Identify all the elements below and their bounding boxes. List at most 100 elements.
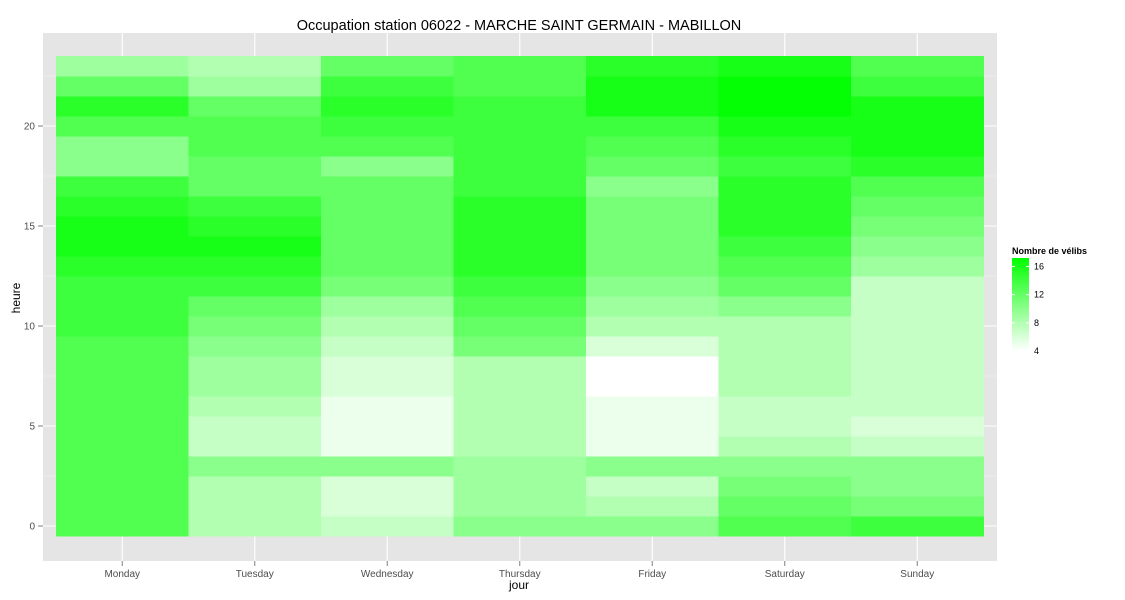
heatmap-cell	[321, 96, 454, 117]
heatmap-cell	[453, 356, 587, 377]
heatmap-cell	[586, 76, 719, 97]
heatmap-cell	[453, 56, 587, 77]
x-tick-label: Wednesday	[361, 569, 414, 580]
heatmap-cell	[321, 116, 454, 137]
x-tick-label: Saturday	[765, 569, 805, 580]
heatmap-cell	[188, 396, 322, 417]
heatmap-cell	[321, 416, 454, 437]
x-tick-label: Tuesday	[236, 569, 274, 580]
heatmap-cell	[188, 376, 322, 397]
heatmap-cell	[718, 396, 852, 417]
y-tick-label: 5	[29, 422, 35, 433]
heatmap-cell	[188, 296, 322, 317]
heatmap-cell	[851, 316, 984, 337]
heatmap-cell	[586, 416, 719, 437]
heatmap-cell	[718, 236, 852, 257]
heatmap-cell	[453, 476, 587, 497]
heatmap-cell	[586, 396, 719, 417]
heatmap-cell	[188, 496, 322, 517]
y-tick-label: 0	[29, 522, 35, 533]
heatmap-cell	[56, 436, 189, 457]
heatmap-cell	[188, 96, 322, 117]
heatmap-cell	[56, 116, 189, 137]
heatmap-cell	[453, 196, 587, 217]
heatmap-cell	[321, 176, 454, 197]
heatmap-cell	[188, 216, 322, 237]
heatmap-cell	[453, 296, 587, 317]
heatmap-cell	[321, 396, 454, 417]
heatmap-cell	[453, 456, 587, 477]
heatmap-cell	[56, 316, 189, 337]
heatmap-cell	[188, 416, 322, 437]
heatmap-cell	[718, 56, 852, 77]
heatmap-cell	[851, 416, 984, 437]
heatmap-cell	[321, 456, 454, 477]
heatmap-cell	[188, 136, 322, 157]
y-tick-label: 10	[24, 322, 36, 333]
x-tick-label: Monday	[104, 569, 140, 580]
heatmap-cell	[453, 176, 587, 197]
heatmap-cell	[586, 96, 719, 117]
heatmap-cell	[586, 476, 719, 497]
heatmap-cell	[851, 336, 984, 357]
heatmap-cell	[56, 336, 189, 357]
heatmap-cell	[56, 156, 189, 177]
heatmap-cell	[453, 76, 587, 97]
heatmap-cell	[851, 276, 984, 297]
heatmap-cell	[321, 516, 454, 537]
heatmap-cell	[453, 496, 587, 517]
heatmap-cell	[851, 496, 984, 517]
heatmap-cell	[56, 76, 189, 97]
y-axis-ticks: 0 5 10 15 20	[24, 122, 43, 533]
heatmap-cell	[56, 376, 189, 397]
heatmap-cell	[56, 176, 189, 197]
heatmap-cell	[56, 396, 189, 417]
heatmap-cell	[718, 256, 852, 277]
heatmap-cell	[453, 116, 587, 137]
heatmap-cell	[321, 236, 454, 257]
heatmap-cell	[56, 96, 189, 117]
heatmap-cell	[188, 176, 322, 197]
legend-tick-label: 12	[1034, 290, 1044, 300]
heatmap-cell	[188, 116, 322, 137]
heatmap-cell	[321, 336, 454, 357]
heatmap-cell	[851, 116, 984, 137]
heatmap-cell	[586, 156, 719, 177]
heatmap-cell	[453, 396, 587, 417]
heatmap-cell	[321, 196, 454, 217]
heatmap-cell	[56, 216, 189, 237]
heatmap-cell	[453, 136, 587, 157]
heatmap-cell	[586, 516, 719, 537]
heatmap-cell	[453, 376, 587, 397]
heatmap-cell	[718, 96, 852, 117]
heatmap-cell	[851, 376, 984, 397]
heatmap-cell	[56, 276, 189, 297]
heatmap-cell	[56, 296, 189, 317]
heatmap-cell	[718, 276, 852, 297]
heatmap-cell	[188, 196, 322, 217]
heatmap-cell	[56, 476, 189, 497]
heatmap-cell	[586, 376, 719, 397]
heatmap-cell	[321, 356, 454, 377]
heatmap-cell	[453, 276, 587, 297]
heatmap-cell	[851, 296, 984, 317]
heatmap-cell	[851, 136, 984, 157]
heatmap-cell	[586, 296, 719, 317]
heatmap-cell	[321, 76, 454, 97]
legend-tick-label: 4	[1034, 346, 1039, 356]
heatmap-cell	[718, 296, 852, 317]
heatmap-cell	[321, 296, 454, 317]
heatmap-cell	[453, 316, 587, 337]
heatmap-cell	[56, 56, 189, 77]
heatmap-cell	[851, 96, 984, 117]
heatmap-cells	[56, 56, 984, 537]
heatmap-cell	[586, 196, 719, 217]
heatmap-cell	[851, 176, 984, 197]
heatmap-cell	[718, 316, 852, 337]
heatmap-cell	[321, 316, 454, 337]
heatmap-cell	[56, 236, 189, 257]
heatmap-cell	[56, 516, 189, 537]
heatmap-cell	[453, 436, 587, 457]
heatmap-cell	[188, 56, 322, 77]
heatmap-cell	[321, 156, 454, 177]
